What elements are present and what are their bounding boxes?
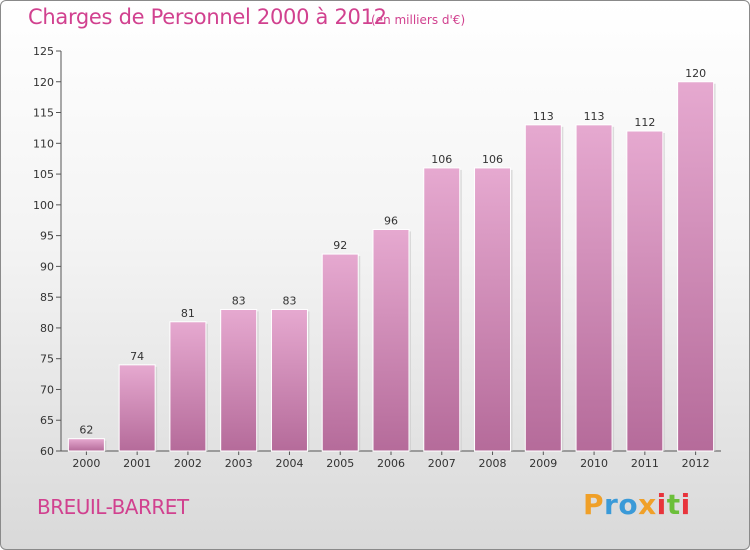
x-tick-label: 2012	[682, 457, 710, 470]
bar-2004	[270, 308, 308, 452]
x-tick-label: 2001	[123, 457, 151, 470]
chart-bars	[67, 81, 716, 452]
bar-2007	[423, 167, 461, 452]
data-label: 74	[130, 350, 144, 363]
x-tick-label: 2006	[377, 457, 405, 470]
bar-2002	[169, 321, 207, 452]
place-name: BREUIL-BARRET	[37, 495, 189, 519]
bar-2003	[220, 308, 258, 452]
data-label: 113	[584, 110, 605, 123]
y-tick-label: 85	[40, 291, 54, 304]
y-tick-label: 125	[33, 45, 54, 58]
y-tick-label: 105	[33, 168, 54, 181]
x-tick-label: 2007	[428, 457, 456, 470]
x-tick-label: 2011	[631, 457, 659, 470]
data-label: 112	[634, 116, 655, 129]
bar-2012	[677, 81, 715, 452]
y-tick-label: 115	[33, 107, 54, 120]
data-label: 96	[384, 214, 398, 227]
x-tick-label: 2009	[529, 457, 557, 470]
data-label: 83	[232, 294, 246, 307]
y-tick-label: 110	[33, 137, 54, 150]
bar-2000	[67, 438, 105, 452]
chart-labels: 62 2000 74 2001 81 2002 83 2003 83 2004 92 2005 96 20…	[72, 67, 709, 470]
bar-2010	[575, 124, 613, 452]
y-tick-label: 75	[40, 353, 54, 366]
chart-axes: 60 65 70 75 80 85 90 95 100 105 110 115 120 125	[33, 45, 721, 458]
y-tick-label: 90	[40, 260, 54, 273]
chart-title: Charges de Personnel 2000 à 2012	[28, 5, 387, 29]
x-tick-label: 2005	[326, 457, 354, 470]
y-tick-label: 60	[40, 445, 54, 458]
x-tick-label: 2008	[479, 457, 507, 470]
x-tick-label: 2010	[580, 457, 608, 470]
data-label: 92	[333, 239, 347, 252]
proxiti-logo: Proxiti	[583, 488, 691, 521]
x-tick-label: 2003	[225, 457, 253, 470]
x-tick-label: 2002	[174, 457, 202, 470]
bar-2011	[626, 130, 664, 452]
data-label: 83	[282, 294, 296, 307]
bar-2008	[474, 167, 512, 452]
chart-subtitle: (en milliers d'€)	[371, 13, 466, 27]
y-tick-label: 80	[40, 322, 54, 335]
data-label: 113	[533, 110, 554, 123]
data-label: 106	[482, 153, 503, 166]
y-tick-label: 100	[33, 199, 54, 212]
y-tick-label: 65	[40, 414, 54, 427]
data-label: 120	[685, 67, 706, 80]
x-tick-label: 2004	[275, 457, 303, 470]
bar-2009	[524, 124, 562, 452]
bar-2001	[118, 364, 156, 452]
data-label: 62	[79, 424, 93, 437]
y-tick-label: 95	[40, 230, 54, 243]
bar-2006	[372, 228, 410, 452]
x-tick-label: 2000	[72, 457, 100, 470]
y-tick-label: 120	[33, 76, 54, 89]
data-label: 81	[181, 307, 195, 320]
bar-2005	[321, 253, 359, 452]
y-tick-label: 70	[40, 383, 54, 396]
data-label: 106	[431, 153, 452, 166]
